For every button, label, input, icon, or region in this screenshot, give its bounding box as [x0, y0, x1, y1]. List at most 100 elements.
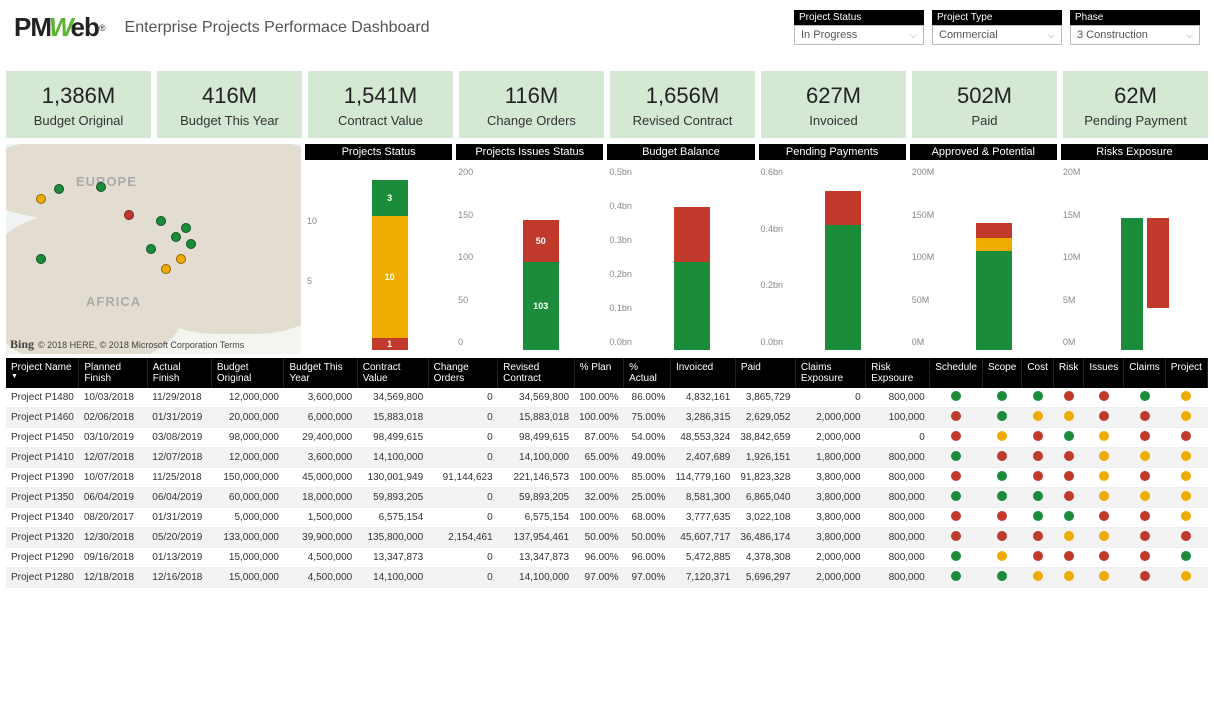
column-header[interactable]: Scope: [982, 358, 1021, 388]
column-header[interactable]: Issues: [1084, 358, 1124, 388]
column-header[interactable]: Risk: [1053, 358, 1083, 388]
column-header[interactable]: Claims: [1124, 358, 1166, 388]
table-cell: [1022, 508, 1054, 528]
table-row[interactable]: Project P135006/04/201906/04/201960,000,…: [6, 488, 1208, 508]
axis-tick: 150M: [912, 210, 935, 220]
table-cell: 2,154,461: [428, 528, 498, 548]
status-dot: [1181, 571, 1191, 581]
table-row[interactable]: Project P141012/07/201812/07/201812,000,…: [6, 448, 1208, 468]
table-row[interactable]: Project P134008/20/201701/31/20195,000,0…: [6, 508, 1208, 528]
column-header[interactable]: Cost: [1022, 358, 1054, 388]
table-cell: [1124, 388, 1166, 408]
column-header[interactable]: Project Name▼: [6, 358, 79, 388]
column-header[interactable]: Paid: [735, 358, 795, 388]
kpi-card[interactable]: 627MInvoiced: [761, 71, 906, 138]
column-header[interactable]: Risk Expsoure: [866, 358, 930, 388]
table-row[interactable]: Project P146002/06/201801/31/201920,000,…: [6, 408, 1208, 428]
status-dot: [1181, 471, 1191, 481]
column-header[interactable]: % Plan: [574, 358, 623, 388]
status-dot: [1181, 491, 1191, 501]
table-cell: 12,000,000: [211, 388, 284, 408]
table-cell: [982, 568, 1021, 588]
map-pin[interactable]: [161, 264, 171, 274]
table-cell: Project P1460: [6, 408, 79, 428]
map-pin[interactable]: [54, 184, 64, 194]
table-cell: 13,347,873: [498, 548, 574, 568]
axis-tick: 0.1bn: [609, 303, 632, 313]
table-row[interactable]: Project P139010/07/201811/25/2018150,000…: [6, 468, 1208, 488]
table-cell: 15,000,000: [211, 568, 284, 588]
map-pin[interactable]: [156, 216, 166, 226]
bar-segment: 50: [523, 220, 559, 263]
status-dot: [1033, 411, 1043, 421]
bar-pair[interactable]: [1121, 218, 1169, 350]
kpi-card[interactable]: 1,386MBudget Original: [6, 71, 151, 138]
map-pin[interactable]: [36, 254, 46, 264]
table-cell: [1022, 448, 1054, 468]
table-cell: 25.00%: [624, 488, 671, 508]
bar-stack[interactable]: [976, 223, 1012, 350]
bar-stack[interactable]: 50103: [523, 220, 559, 350]
bar-stack[interactable]: [825, 191, 861, 350]
column-header[interactable]: Schedule: [930, 358, 983, 388]
column-header[interactable]: Budget Original: [211, 358, 284, 388]
axis-tick: 0.3bn: [609, 235, 632, 245]
map-pin[interactable]: [146, 244, 156, 254]
column-header[interactable]: % Actual: [624, 358, 671, 388]
status-dot: [1033, 571, 1043, 581]
bar-stack[interactable]: 3101: [372, 180, 408, 350]
map-pin[interactable]: [176, 254, 186, 264]
column-header[interactable]: Claims Exposure: [795, 358, 865, 388]
status-dot: [1033, 491, 1043, 501]
table-cell: 100,000: [866, 408, 930, 428]
table-cell: 2,000,000: [795, 568, 865, 588]
kpi-card[interactable]: 502MPaid: [912, 71, 1057, 138]
table-cell: [930, 508, 983, 528]
bar-stack[interactable]: [674, 207, 710, 350]
map-pin[interactable]: [186, 239, 196, 249]
table-row[interactable]: Project P145003/10/201903/08/201998,000,…: [6, 428, 1208, 448]
map-pin[interactable]: [96, 182, 106, 192]
filter-1: Project Type Commercial⌵: [932, 10, 1062, 45]
map[interactable]: Bing © 2018 HERE, © 2018 Microsoft Corpo…: [6, 144, 301, 354]
axis-tick: 0.0bn: [609, 337, 632, 347]
map-pin[interactable]: [171, 232, 181, 242]
column-header[interactable]: Change Orders: [428, 358, 498, 388]
map-pin[interactable]: [36, 194, 46, 204]
map-pin[interactable]: [124, 210, 134, 220]
table-cell: 133,000,000: [211, 528, 284, 548]
status-dot: [1140, 511, 1150, 521]
kpi-card[interactable]: 1,656MRevised Contract: [610, 71, 755, 138]
table-row[interactable]: Project P132012/30/201805/20/2019133,000…: [6, 528, 1208, 548]
table-cell: [1053, 528, 1083, 548]
table-row[interactable]: Project P129009/16/201801/13/201915,000,…: [6, 548, 1208, 568]
chart-plot: 3101: [333, 166, 446, 350]
status-dot: [1140, 471, 1150, 481]
kpi-card[interactable]: 62MPending Payment: [1063, 71, 1208, 138]
column-header[interactable]: Budget This Year: [284, 358, 357, 388]
table-cell: [1084, 528, 1124, 548]
column-header[interactable]: Project: [1165, 358, 1207, 388]
table-cell: 18,000,000: [284, 488, 357, 508]
table-row[interactable]: Project P128012/18/201812/16/201815,000,…: [6, 568, 1208, 588]
table-body: Project P148010/03/201811/29/201812,000,…: [6, 388, 1208, 588]
kpi-card[interactable]: 116MChange Orders: [459, 71, 604, 138]
filter-label: Project Type: [932, 10, 1062, 25]
column-header[interactable]: Revised Contract: [498, 358, 574, 388]
axis-tick: 0: [458, 337, 463, 347]
map-pin[interactable]: [181, 223, 191, 233]
filter-dropdown[interactable]: 3 Construction⌵: [1070, 25, 1200, 45]
column-header[interactable]: Invoiced: [670, 358, 735, 388]
status-dot: [1140, 411, 1150, 421]
table-row[interactable]: Project P148010/03/201811/29/201812,000,…: [6, 388, 1208, 408]
column-header[interactable]: Contract Value: [357, 358, 428, 388]
column-header[interactable]: Planned Finish: [79, 358, 147, 388]
status-dot: [997, 551, 1007, 561]
kpi-card[interactable]: 416MBudget This Year: [157, 71, 302, 138]
column-header[interactable]: Actual Finish: [147, 358, 211, 388]
kpi-card[interactable]: 1,541MContract Value: [308, 71, 453, 138]
status-dot: [1064, 451, 1074, 461]
table-cell: 800,000: [866, 508, 930, 528]
filter-dropdown[interactable]: In Progress⌵: [794, 25, 924, 45]
filter-dropdown[interactable]: Commercial⌵: [932, 25, 1062, 45]
